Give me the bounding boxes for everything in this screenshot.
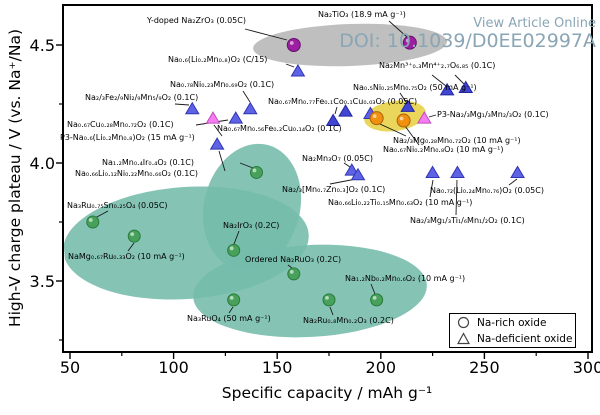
data-point-circle-green bbox=[86, 215, 100, 229]
marker-highlight bbox=[325, 295, 329, 300]
leader-line bbox=[455, 179, 458, 216]
data-point-circle-green bbox=[227, 243, 241, 257]
leader-line bbox=[287, 264, 293, 269]
na-rich-circle-icon bbox=[457, 316, 470, 329]
data-point-circle-purple bbox=[402, 35, 417, 50]
marker-highlight bbox=[372, 295, 377, 300]
leader-line bbox=[244, 28, 288, 41]
y-axis-title: High-V charge plateau / V (vs. Na⁺/Na) bbox=[6, 28, 24, 328]
data-point-triangle-navy bbox=[439, 82, 455, 96]
leader-line bbox=[242, 90, 251, 103]
data-point-triangle-blue bbox=[242, 101, 258, 115]
data-point-circle-orange bbox=[369, 111, 384, 126]
leader-line bbox=[285, 63, 295, 68]
marker-highlight bbox=[130, 232, 135, 237]
data-point-circle-green bbox=[227, 293, 241, 307]
leader-line bbox=[233, 230, 240, 245]
leader-line bbox=[428, 114, 437, 118]
leader-line bbox=[213, 124, 223, 137]
legend: Na-rich oxide Na-deficient oxide bbox=[449, 313, 576, 348]
leader-line bbox=[343, 162, 351, 168]
legend-item-na-deficient: Na-deficient oxide bbox=[457, 331, 575, 347]
x-axis-title: Specific capacity / mAh g⁻¹ bbox=[221, 384, 433, 402]
data-point-triangle-blue bbox=[350, 167, 366, 181]
leader-line bbox=[218, 150, 226, 172]
leader-line bbox=[454, 74, 465, 85]
data-point-triangle-blue bbox=[510, 165, 525, 178]
data-point-triangle-pink bbox=[205, 111, 221, 124]
leader-line bbox=[228, 306, 234, 314]
leader-line bbox=[399, 92, 407, 103]
legend-item-na-rich: Na-rich oxide bbox=[457, 315, 575, 331]
data-point-triangle-blue bbox=[184, 101, 200, 115]
leader-line bbox=[127, 242, 135, 252]
marker-highlight bbox=[229, 246, 234, 251]
data-point-triangle-blue bbox=[450, 165, 465, 178]
leader-line bbox=[508, 178, 518, 186]
data-point-triangle-pink bbox=[416, 111, 432, 124]
marker-highlight bbox=[252, 168, 257, 173]
data-point-triangle-navy bbox=[458, 80, 474, 93]
leader-line bbox=[94, 210, 109, 219]
data-point-circle-green bbox=[127, 229, 141, 243]
plot-frame bbox=[62, 4, 593, 353]
data-point-triangle-navy bbox=[325, 113, 341, 127]
legend-label-na-deficient: Na-deficient oxide bbox=[477, 332, 573, 345]
marker-highlight bbox=[88, 218, 93, 222]
leader-line bbox=[379, 123, 407, 137]
data-point-triangle-blue bbox=[344, 163, 360, 176]
data-point-triangle-blue bbox=[228, 111, 244, 124]
leader-line bbox=[334, 106, 338, 115]
data-point-circle-green bbox=[322, 293, 336, 307]
na-deficient-triangle-icon bbox=[457, 332, 470, 345]
region-gray-special-oxides bbox=[253, 23, 447, 67]
marker-highlight bbox=[372, 114, 377, 119]
data-point-triangle-blue bbox=[425, 165, 440, 178]
leader-line bbox=[174, 103, 190, 106]
leader-line bbox=[431, 74, 447, 87]
data-point-circle-purple bbox=[286, 38, 301, 52]
marker-highlight bbox=[405, 38, 410, 43]
leader-line bbox=[329, 306, 334, 316]
data-point-triangle-navy bbox=[400, 99, 416, 112]
data-point-triangle-blue bbox=[209, 137, 225, 150]
leader-line bbox=[429, 179, 434, 198]
marker-highlight bbox=[229, 295, 234, 300]
data-point-circle-green bbox=[249, 165, 263, 179]
leader-line bbox=[370, 283, 376, 295]
leader-line bbox=[239, 162, 254, 169]
marker-highlight bbox=[289, 41, 294, 45]
data-point-circle-green bbox=[287, 267, 301, 281]
data-point-circle-orange bbox=[396, 113, 411, 128]
region-teal-right-blob bbox=[193, 244, 427, 338]
data-point-circle-green bbox=[370, 293, 384, 307]
leader-line bbox=[404, 125, 420, 146]
leader-line bbox=[388, 20, 408, 38]
marker-highlight bbox=[399, 116, 404, 121]
data-point-triangle-blue bbox=[290, 63, 306, 77]
legend-label-na-rich: Na-rich oxide bbox=[477, 316, 547, 329]
data-point-triangle-navy bbox=[338, 104, 353, 117]
marker-highlight bbox=[289, 270, 294, 274]
